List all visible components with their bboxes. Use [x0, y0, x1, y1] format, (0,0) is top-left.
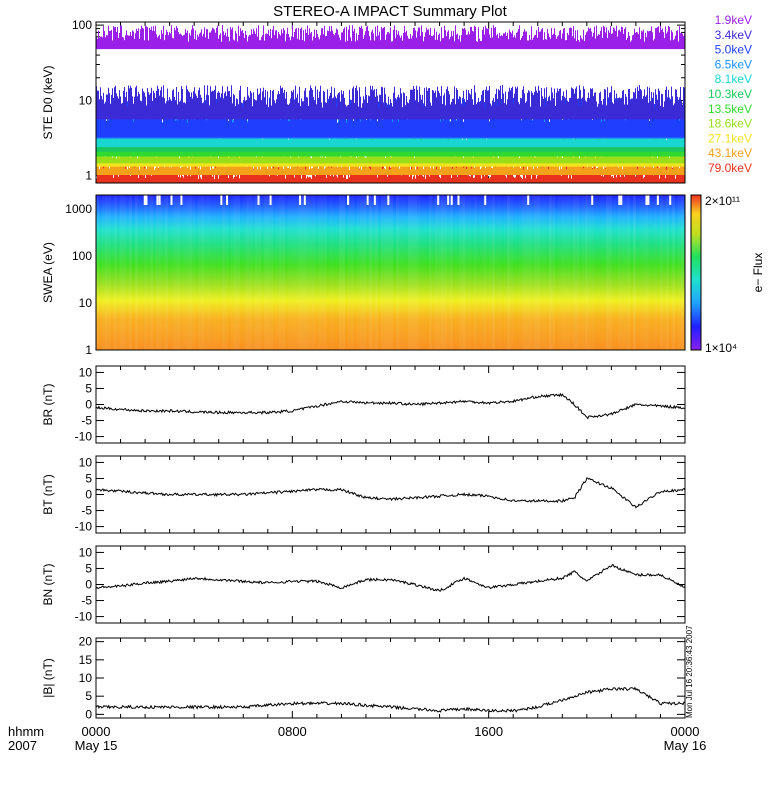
y-tick-label: 1 [85, 169, 92, 183]
ste-traces [97, 25, 685, 183]
plot-title: STEREO-A IMPACT Summary Plot [273, 3, 507, 20]
y-axis-label: STE D0 (keV) [41, 65, 55, 139]
y-tick-label: 100 [72, 18, 92, 32]
y-tick-label: 10 [79, 93, 93, 107]
